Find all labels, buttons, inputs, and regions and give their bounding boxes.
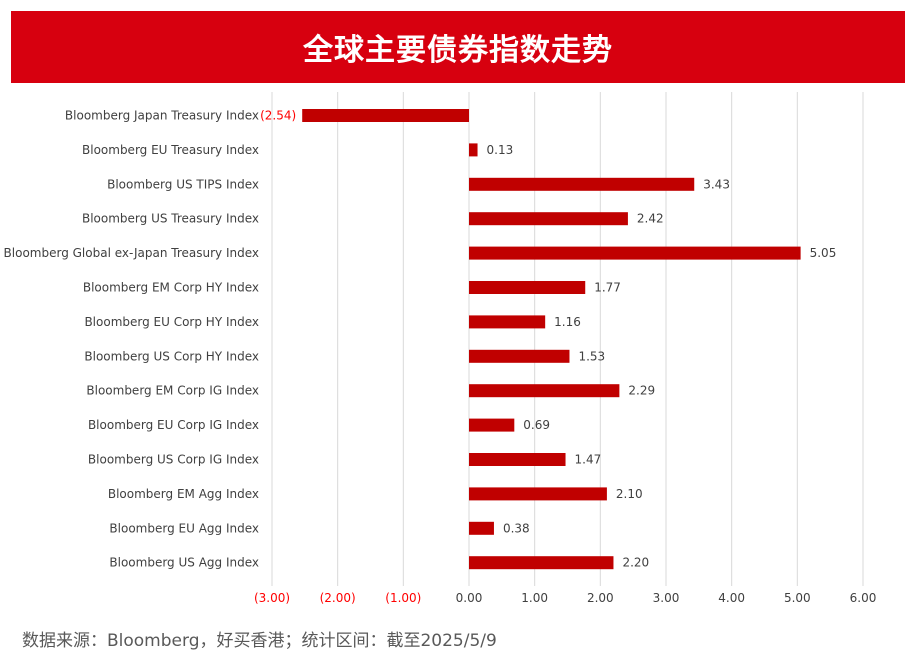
value-label: 2.20	[622, 556, 649, 570]
bar	[469, 556, 614, 570]
value-label: 2.10	[616, 487, 643, 501]
value-label: 1.77	[594, 281, 621, 295]
bar	[469, 521, 494, 535]
bar-chart: (3.00) (2.00) (1.00) 0.00 1.00 2.00 3.00 4.00 5.…	[4, 92, 877, 605]
category-label: Bloomberg US Corp IG Index	[88, 453, 259, 467]
category-label: Bloomberg US Treasury Index	[82, 212, 259, 226]
bar	[469, 212, 628, 226]
bar	[469, 453, 566, 466]
bar	[469, 177, 695, 191]
x-tick-label: 3.00	[653, 591, 680, 605]
bar	[469, 349, 570, 363]
bar	[469, 487, 607, 501]
value-label: 1.47	[575, 453, 602, 467]
value-label: 0.69	[523, 418, 550, 432]
category-label: Bloomberg EU Corp HY Index	[84, 315, 259, 329]
x-tick-label: (2.00)	[320, 591, 356, 605]
data-source-note: 数据来源：Bloomberg，好买香港；统计区间：截至2025/5/9	[22, 631, 497, 651]
x-tick-label: (3.00)	[254, 591, 290, 605]
value-label: 0.38	[503, 521, 530, 535]
category-label: Bloomberg Global ex-Japan Treasury Index	[4, 246, 259, 260]
x-tick-label: 5.00	[784, 591, 811, 605]
category-label: Bloomberg EM Corp IG Index	[86, 384, 259, 398]
category-label: Bloomberg EU Agg Index	[109, 521, 259, 535]
bar	[469, 315, 546, 329]
category-label: Bloomberg EU Corp IG Index	[88, 418, 259, 432]
bar	[469, 281, 586, 294]
bar	[469, 143, 478, 157]
title-banner: 全球主要债券指数走势	[11, 11, 905, 83]
x-tick-label: 1.00	[521, 591, 548, 605]
x-tick-label: 2.00	[587, 591, 614, 605]
bar	[469, 384, 620, 398]
x-tick-label: 0.00	[456, 591, 483, 605]
value-label: 2.42	[637, 212, 664, 226]
value-label: 1.53	[578, 349, 605, 363]
category-label: Bloomberg EM Agg Index	[108, 487, 259, 501]
category-label: Bloomberg EM Corp HY Index	[83, 281, 259, 295]
value-label: (2.54)	[260, 109, 296, 123]
value-label: 2.29	[628, 384, 655, 398]
category-label: Bloomberg US Corp HY Index	[84, 349, 259, 363]
value-label: 0.13	[487, 143, 514, 157]
bar	[469, 418, 515, 432]
chart-title: 全球主要债券指数走势	[303, 33, 613, 68]
category-label: Bloomberg US TIPS Index	[107, 177, 259, 191]
category-label: Bloomberg US Agg Index	[109, 556, 259, 570]
value-label: 5.05	[810, 246, 837, 260]
x-tick-label: 4.00	[718, 591, 745, 605]
category-label: Bloomberg Japan Treasury Index	[65, 109, 259, 123]
x-tick-label: 6.00	[850, 591, 877, 605]
value-label: 3.43	[703, 177, 730, 191]
x-tick-label: (1.00)	[385, 591, 421, 605]
bar	[469, 246, 801, 260]
bar	[302, 109, 469, 122]
value-label: 1.16	[554, 315, 581, 329]
category-label: Bloomberg EU Treasury Index	[82, 143, 259, 157]
